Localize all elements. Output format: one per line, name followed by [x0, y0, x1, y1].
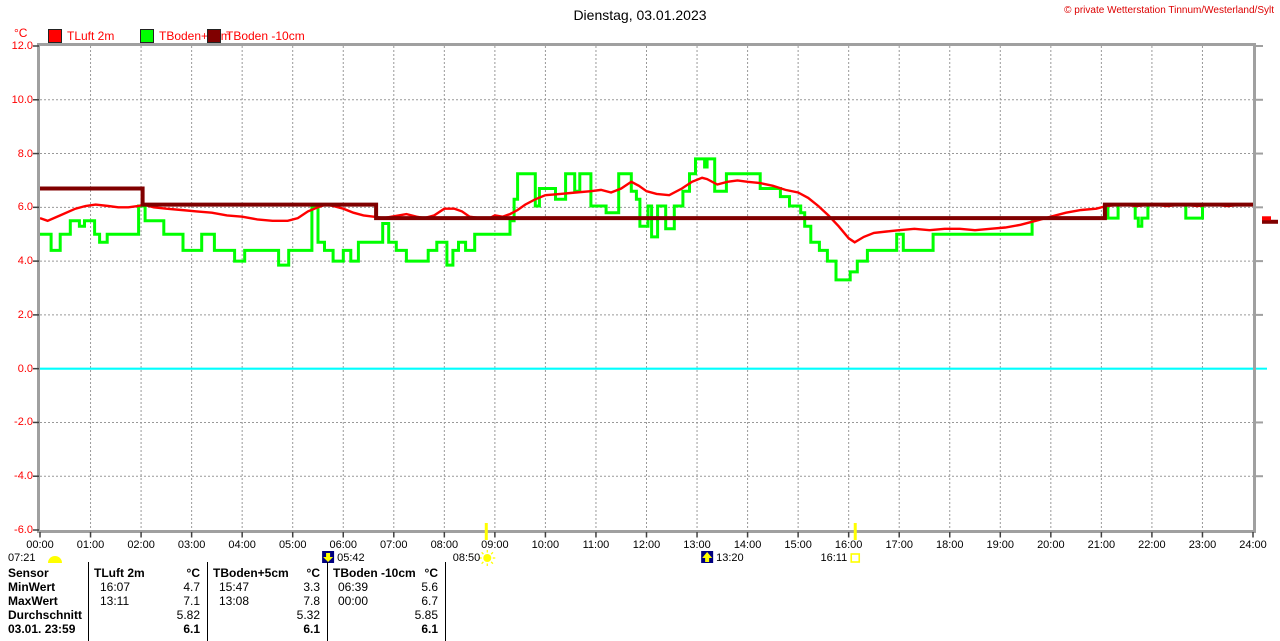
- x-axis-label: 21:00: [1087, 539, 1116, 551]
- x-axis-label: 18:00: [935, 539, 964, 551]
- table-column-divider: [445, 562, 446, 641]
- table-header-sensor: Sensor: [8, 566, 49, 580]
- x-axis-label: 02:00: [127, 539, 155, 551]
- table-cell-value: 5.85: [414, 608, 438, 622]
- x-axis-label: 09:00: [481, 539, 509, 551]
- x-axis-label: 01:00: [76, 539, 105, 551]
- tboden10cm-color-swatch-icon: [207, 29, 221, 43]
- table-header-name: TBoden -10cm: [333, 566, 416, 580]
- dawn-icon: [48, 556, 62, 563]
- x-axis-label: 23:00: [1188, 539, 1217, 551]
- y-axis-unit-label: °C: [14, 26, 28, 40]
- table-row-label: MaxWert: [8, 594, 58, 608]
- plot-border: [37, 43, 1256, 533]
- table-cell-value: 7.1: [183, 594, 200, 608]
- x-axis-label: 17:00: [885, 539, 913, 551]
- y-axis-label: 8.0: [17, 147, 33, 160]
- series-line-tboden-10cm: [40, 186, 1253, 221]
- table-cell-value: 5.82: [176, 608, 200, 622]
- copyright-notice: © private Wetterstation Tinnum/Westerlan…: [1064, 5, 1274, 16]
- legend-label: TBoden -10cm: [226, 29, 305, 43]
- sun-ray-icon: [490, 551, 494, 555]
- table-cell-time: 15:47: [219, 580, 250, 594]
- moonset-time-label: 05:42: [337, 552, 365, 564]
- table-header-unit: °C: [306, 566, 320, 580]
- y-axis-label: -2.0: [14, 416, 33, 429]
- table-column-divider: [88, 562, 89, 641]
- table-cell-value: 5.32: [296, 608, 320, 622]
- x-axis-label: 04:00: [228, 539, 256, 551]
- table-header-name: TBoden+5cm: [213, 566, 289, 580]
- table-header-unit: °C: [424, 566, 438, 580]
- y-axis-label: 6.0: [17, 201, 33, 214]
- x-axis-label: 11:00: [582, 539, 610, 551]
- moonrise-arrow-icon: [702, 552, 713, 562]
- y-axis-label: 0.0: [17, 362, 33, 375]
- table-cell-value: 6.1: [183, 622, 200, 636]
- table-row-label: 03.01. 23:59: [8, 622, 76, 636]
- x-axis-label: 08:00: [430, 539, 459, 551]
- table-header-unit: °C: [186, 566, 200, 580]
- table-cell-time: 16:07: [100, 580, 131, 594]
- table-cell-time: 00:00: [338, 594, 369, 608]
- right-edge-value-marker-dark: [1262, 219, 1278, 224]
- x-axis-label: 12:00: [632, 539, 661, 551]
- table-cell-value: 7.8: [303, 594, 320, 608]
- table-row-label: MinWert: [8, 580, 56, 594]
- x-axis-label: 19:00: [986, 539, 1015, 551]
- series-line-tluft-2m: [39, 176, 1253, 244]
- table-cell-time: 06:39: [338, 580, 369, 594]
- table-cell-value: 4.7: [183, 580, 200, 594]
- moonset-arrow-icon: [323, 553, 334, 562]
- x-axis-label: 05:00: [278, 539, 307, 551]
- table-row-label: Durchschnitt: [8, 608, 83, 622]
- table-cell-time: 13:11: [100, 594, 130, 608]
- tluft-color-swatch-icon: [48, 29, 62, 43]
- table-cell-value: 6.7: [421, 594, 438, 608]
- legend-label: TLuft 2m: [67, 29, 115, 43]
- legend-item-tluft: TLuft 2m: [48, 29, 114, 43]
- table-column-divider: [207, 562, 208, 641]
- x-axis-label: 24:00: [1239, 539, 1267, 551]
- table-column-divider: [327, 562, 328, 641]
- x-axis-label: 07:00: [380, 539, 408, 551]
- x-axis-label: 15:00: [784, 539, 812, 551]
- legend-item-tboden10cm: TBoden -10cm: [207, 29, 305, 43]
- x-axis-label: 22:00: [1138, 539, 1166, 551]
- y-axis-label: 10.0: [11, 93, 33, 106]
- sun-ray-icon: [481, 561, 484, 565]
- x-axis-label: 03:00: [177, 539, 206, 551]
- x-axis-label: 14:00: [733, 539, 762, 551]
- x-axis-label: 16:00: [834, 539, 863, 551]
- table-cell-time: 13:08: [219, 594, 250, 608]
- x-axis-label: 13:00: [683, 539, 711, 551]
- sunrise-sun-icon: [483, 554, 492, 562]
- sun-ray-icon: [481, 551, 484, 555]
- y-axis-label: -6.0: [14, 524, 33, 536]
- y-axis-label: 2.0: [17, 308, 33, 321]
- table-header-name: TLuft 2m: [94, 566, 145, 580]
- y-axis-label: -4.0: [14, 470, 33, 483]
- y-axis-label: 12.0: [11, 40, 33, 52]
- page-title: Dienstag, 03.01.2023: [573, 7, 707, 23]
- x-axis-label: 00:00: [26, 539, 54, 551]
- x-axis-label: 10:00: [531, 539, 560, 551]
- dawn-time-label: 07:21: [8, 552, 36, 564]
- tboden5cm-color-swatch-icon: [140, 29, 154, 43]
- table-cell-value: 3.3: [303, 580, 320, 594]
- x-axis-label: 06:00: [329, 539, 358, 551]
- table-cell-value: 5.6: [421, 580, 438, 594]
- moonrise-time-label: 13:20: [716, 552, 744, 564]
- sunrise-time-label: 08:50: [452, 552, 481, 564]
- table-cell-value: 6.1: [303, 622, 320, 636]
- sun-ray-icon: [490, 561, 494, 565]
- x-axis-label: 20:00: [1037, 539, 1065, 551]
- table-cell-value: 6.1: [421, 622, 438, 636]
- sunset-time-label: 16:11: [820, 552, 848, 564]
- sunset-icon: [850, 553, 861, 563]
- right-edge-value-marker-red: [1262, 216, 1271, 221]
- y-axis-label: 4.0: [17, 255, 33, 268]
